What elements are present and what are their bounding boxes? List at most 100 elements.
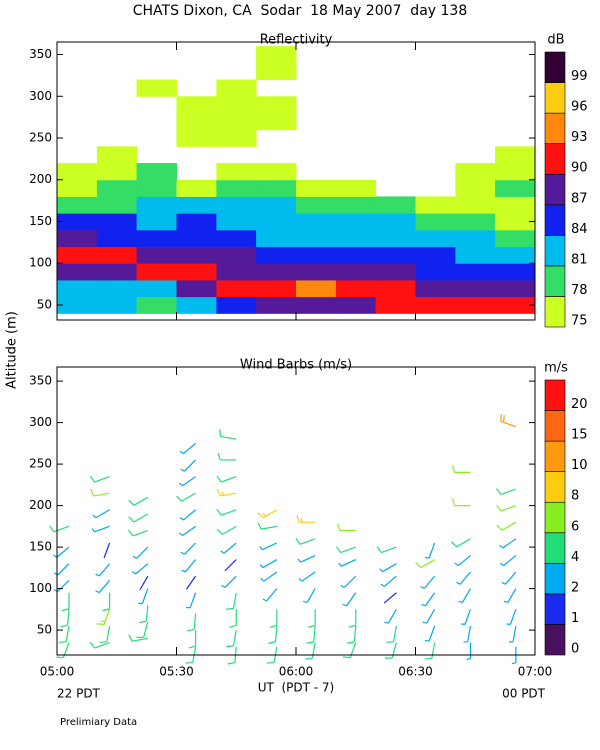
colorbar-box <box>544 501 566 534</box>
contour-cell <box>57 246 98 264</box>
contour-cell <box>455 263 496 281</box>
contour-cell <box>136 263 177 281</box>
wind-barb <box>185 575 197 590</box>
contour-cell <box>335 213 377 231</box>
wind-barb <box>451 465 471 474</box>
contour-cell <box>455 246 496 264</box>
colorbar-tick-label: 99 <box>571 69 588 84</box>
wind-barb <box>49 525 70 533</box>
contour-cell <box>415 296 456 314</box>
colorbar-label: m/s <box>544 361 568 376</box>
wind-barb <box>179 442 197 455</box>
contour-cell <box>216 229 257 248</box>
contour-cell <box>176 229 217 248</box>
contour-cell <box>495 163 536 181</box>
contour-cell <box>57 179 98 197</box>
wind-barb <box>342 592 357 607</box>
wind-barb <box>335 546 356 554</box>
contour-cell <box>335 196 377 214</box>
contour-cell <box>296 279 337 298</box>
contour-cell <box>96 296 138 314</box>
colorbar-tick-label: 10 <box>571 458 588 473</box>
contour-cell <box>256 229 297 248</box>
wind-barb <box>347 625 357 644</box>
wind-barb <box>296 515 316 523</box>
colorbar-box <box>544 532 566 564</box>
contour-cell <box>96 229 138 248</box>
wind-barb <box>383 592 397 604</box>
wind-barb <box>340 575 357 588</box>
wind-barb <box>306 625 316 644</box>
wind-barb <box>91 525 110 533</box>
contour-cell <box>176 129 217 147</box>
wind-barb <box>138 588 149 605</box>
wind-barb <box>496 488 517 496</box>
contour-cell <box>216 263 257 281</box>
wind-barb <box>460 609 472 625</box>
contour-cell <box>256 213 297 231</box>
colorbar-tick-label: 90 <box>571 161 588 176</box>
colorbar-tick-label: 84 <box>571 222 588 237</box>
wind-barb <box>217 452 237 461</box>
wind-barb <box>424 625 436 642</box>
contour-cell <box>455 213 496 231</box>
colorbar-box <box>544 112 566 144</box>
y-tick-label: 50 <box>37 623 52 637</box>
contour-cell <box>136 229 177 248</box>
x-tick-label: 05:00 <box>40 665 75 679</box>
wind-barb <box>136 621 149 638</box>
contour-cell <box>216 196 257 214</box>
contour-cell <box>256 179 297 197</box>
contour-cell <box>375 279 416 298</box>
wind-barb <box>384 609 397 624</box>
contour-cell <box>96 263 138 281</box>
contour-cell <box>296 196 337 214</box>
wind-barb <box>224 559 237 572</box>
wind-barb <box>226 592 237 610</box>
colorbar-tick-label: 78 <box>571 283 588 298</box>
contour-cell <box>335 279 377 298</box>
contour-cell <box>176 96 217 114</box>
contour-cell <box>176 112 217 131</box>
contour-cell <box>256 163 297 181</box>
y-tick-label: 100 <box>29 581 52 595</box>
contour-cell <box>96 196 138 214</box>
wind-barb <box>58 625 70 644</box>
wind-barb <box>262 588 278 602</box>
colorbar-tick-label: 2 <box>571 580 579 595</box>
wind-barb <box>53 546 70 558</box>
wind-barb <box>99 625 111 644</box>
wind-barb <box>348 609 357 628</box>
wind-barb <box>496 504 517 512</box>
wind-barb <box>500 413 517 428</box>
contour-cell <box>96 213 138 231</box>
y-tick-label: 200 <box>29 172 52 186</box>
wind-barb <box>128 529 149 537</box>
wind-barb <box>380 575 397 587</box>
wind-barb <box>179 509 197 521</box>
y-tick-label: 300 <box>29 415 52 429</box>
contour-cell <box>415 246 456 264</box>
wind-barb <box>257 522 277 530</box>
colorbar-tick-label: 81 <box>571 252 588 267</box>
contour-cell <box>455 163 496 181</box>
wind-barb <box>506 609 517 625</box>
wind-barb <box>386 625 397 644</box>
contour-cell <box>216 163 257 181</box>
contour-cell <box>216 246 257 264</box>
wind-barb <box>96 609 111 625</box>
contour-cell <box>455 229 496 248</box>
wind-barb <box>503 588 517 604</box>
contour-cell <box>296 296 337 314</box>
contour-cell <box>296 263 337 281</box>
contour-cell <box>136 279 177 298</box>
note: Prelimiary Data <box>60 717 137 728</box>
colorbar-box <box>544 410 566 442</box>
contour-cell <box>136 246 177 264</box>
contour-cell <box>136 179 177 197</box>
colorbar-box <box>544 143 566 175</box>
wind-barb <box>219 429 237 440</box>
